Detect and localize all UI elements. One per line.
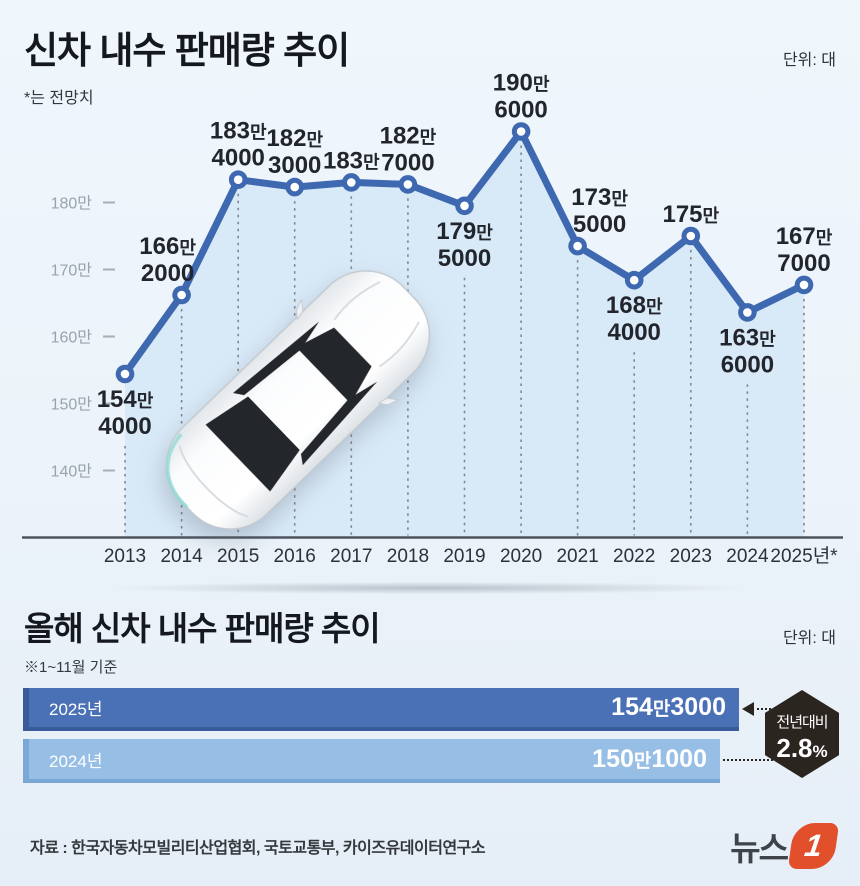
y-axis-label: 180만: [51, 195, 93, 213]
x-axis-label: 2024: [726, 546, 769, 567]
y-axis-label: 150만: [51, 396, 93, 414]
x-axis-label: 2023: [670, 546, 712, 567]
left-arrow-icon: [742, 702, 754, 716]
svg-text:2000: 2000: [141, 260, 194, 287]
period-note: ※1~11월 기준: [24, 659, 118, 676]
x-axis-label: 2013: [104, 546, 146, 567]
x-axis-label: 2014: [160, 546, 203, 567]
chart2-title: 올해 신차 내수 판매량 추이: [24, 610, 381, 647]
data-point-label: 190만: [493, 70, 550, 97]
svg-text:7000: 7000: [381, 149, 434, 176]
data-point-label: 183만: [210, 118, 267, 145]
data-point-label: 163만: [719, 324, 776, 351]
svg-text:5000: 5000: [573, 211, 626, 238]
bar-2024-year-label: 2024년: [49, 751, 103, 771]
data-point-label: 183만: [323, 147, 380, 174]
yoy-change-badge: 전년대비 2.8%: [765, 690, 839, 778]
y-axis-label: 140만: [51, 463, 93, 481]
x-axis-label: 2016: [274, 546, 316, 567]
svg-text:6000: 6000: [721, 351, 774, 378]
data-point-label: 182만: [266, 125, 323, 152]
svg-text:4000: 4000: [212, 145, 265, 172]
svg-text:5000: 5000: [438, 245, 491, 272]
data-point-label: 182만: [380, 122, 437, 149]
chart2-unit-label: 단위: 대: [782, 630, 836, 647]
svg-text:4000: 4000: [608, 319, 661, 346]
bar-2024: 2024년 150만1000: [23, 739, 720, 783]
data-point-label: 166만: [139, 233, 196, 260]
bar-2025: 2025년 154만3000: [23, 688, 739, 731]
x-axis-label: 2017: [330, 546, 372, 567]
chart1-unit-label: 단위: 대: [782, 52, 836, 69]
news1-logo-mark-icon: 1: [787, 823, 840, 869]
data-point-label: 179만: [436, 218, 493, 245]
bar-2024-value: 150만1000: [592, 744, 707, 773]
news1-logo: 뉴스 1: [730, 822, 840, 870]
y-axis-label: 160만: [51, 329, 93, 347]
source-credit: 자료 : 한국자동차모빌리티산업협회, 국토교통부, 카이즈유데이터연구소: [30, 840, 486, 857]
data-point-label: 173만: [571, 184, 628, 211]
data-point-label: 167만: [776, 223, 833, 250]
sales-line-chart: 140만150만160만170만180만154만4000166만2000183만…: [22, 70, 843, 567]
data-point-label: 154만: [97, 386, 154, 413]
x-axis-label: 2015: [217, 546, 259, 567]
bar-2025-value: 154만3000: [611, 693, 726, 721]
x-axis-label: 2022: [613, 546, 655, 567]
y-axis-label: 170만: [51, 262, 93, 280]
x-axis-label: 2020: [500, 546, 542, 567]
dotted-connector-2024: [723, 759, 773, 761]
section-divider: [0, 578, 860, 598]
x-axis-label: 2021: [556, 546, 598, 567]
svg-text:4000: 4000: [98, 413, 151, 440]
chart1-title: 신차 내수 판매량 추이: [24, 30, 350, 71]
data-point-label: 175만: [662, 201, 719, 228]
forecast-note: *는 전망치: [24, 90, 94, 107]
bar-2025-year-label: 2025년: [49, 700, 103, 719]
svg-text:3000: 3000: [268, 152, 321, 179]
x-axis-label: 2025년*: [770, 545, 838, 567]
yoy-badge-value: 2.8%: [776, 733, 828, 763]
car-illustration: [136, 240, 461, 560]
data-point-label: 168만: [606, 292, 663, 319]
news1-logo-text: 뉴스: [730, 830, 789, 867]
x-axis-label: 2018: [387, 546, 429, 567]
svg-text:7000: 7000: [777, 250, 830, 277]
footer: 자료 : 한국자동차모빌리티산업협회, 국토교통부, 카이즈유데이터연구소 뉴스…: [0, 822, 860, 870]
x-axis-label: 2019: [443, 546, 485, 567]
svg-text:6000: 6000: [494, 97, 547, 124]
yoy-badge-label: 전년대비: [776, 714, 828, 731]
